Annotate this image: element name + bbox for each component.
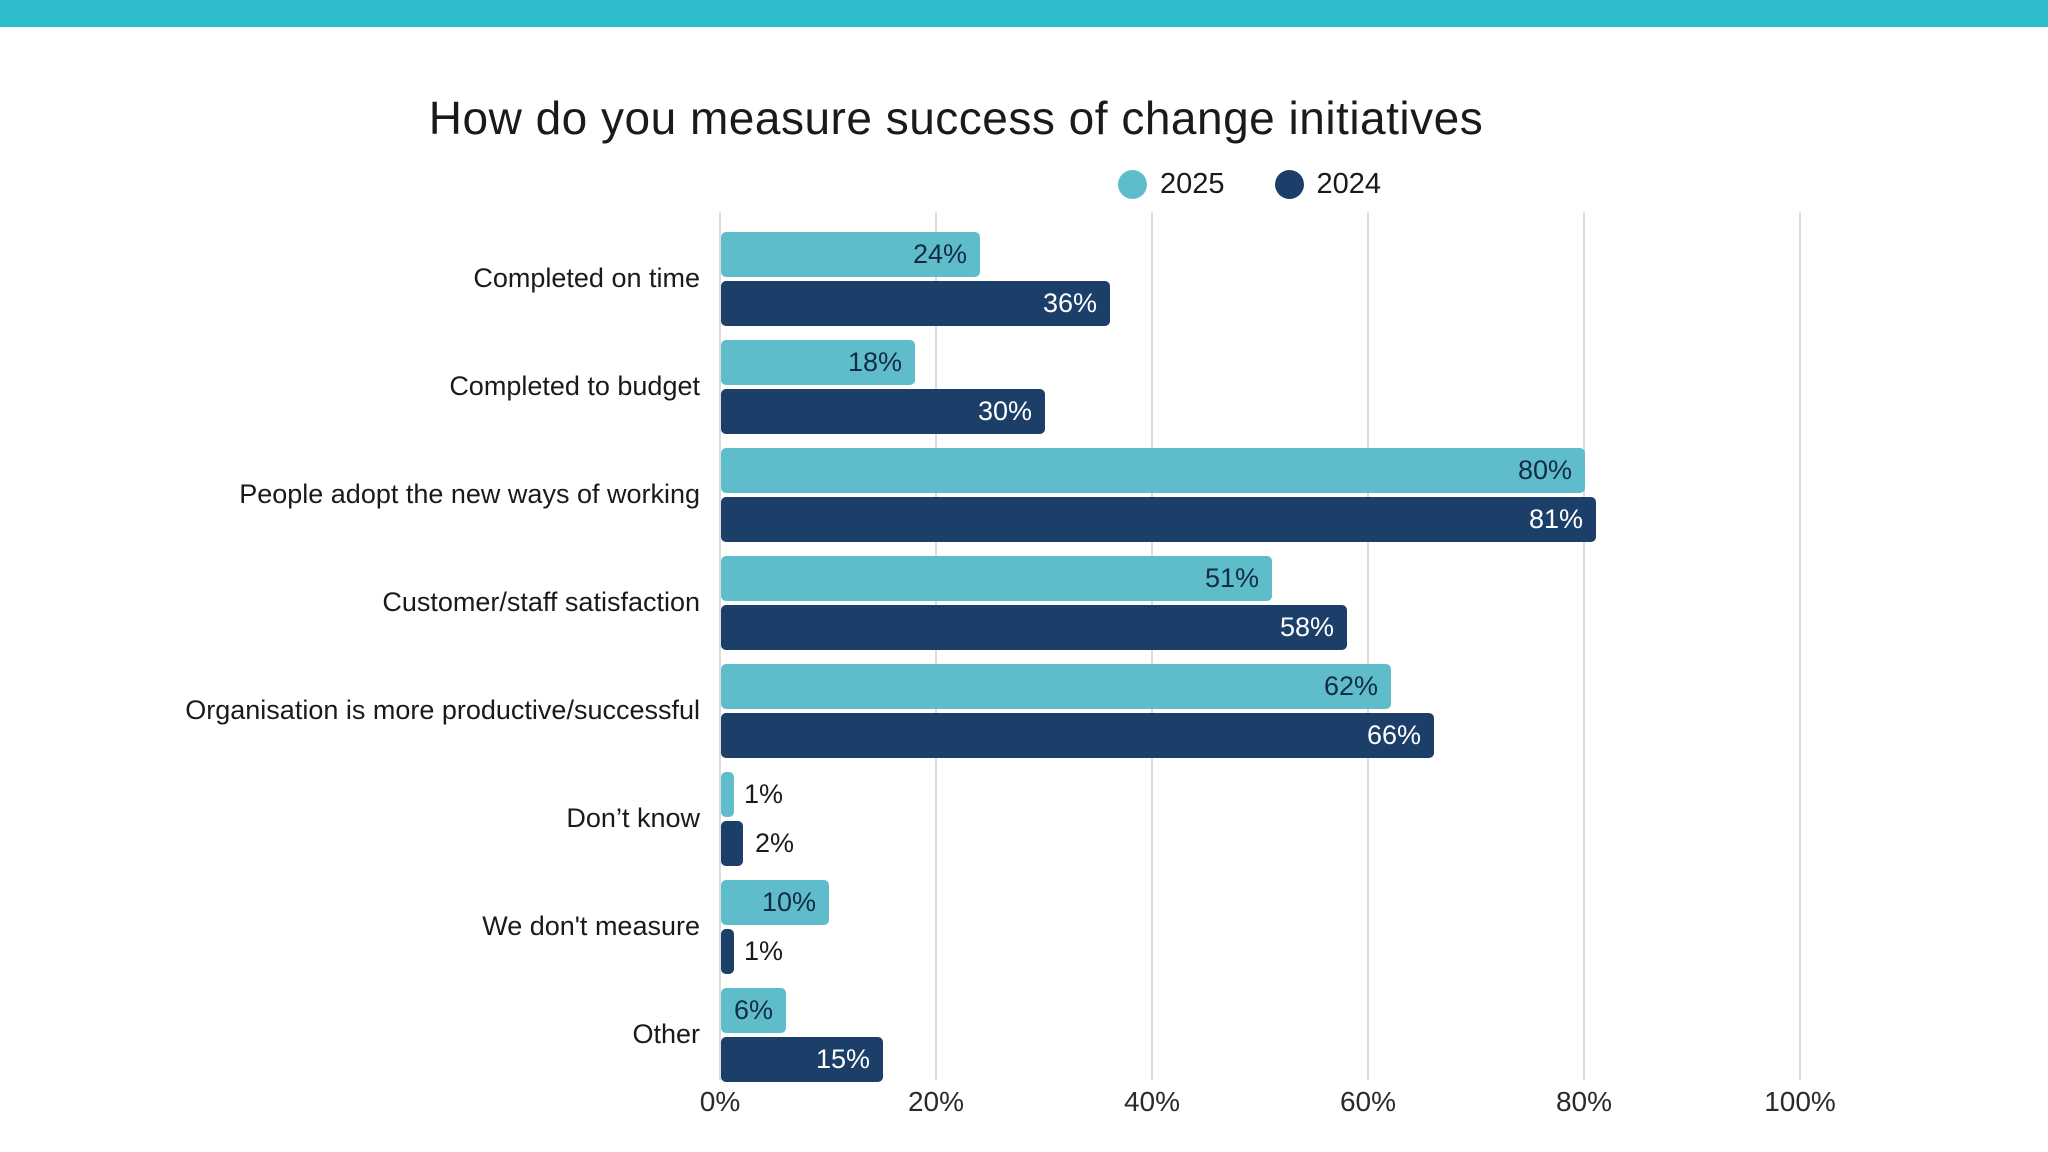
legend-swatch-2025-icon — [1118, 170, 1147, 199]
value-label: 24% — [912, 239, 967, 269]
value-label: 15% — [815, 1044, 870, 1074]
bar-2025-completed-to-budget: 18% — [721, 340, 915, 385]
bar-2025-organisation-is-more-productive-successful: 62% — [721, 664, 1391, 709]
gridline-60 — [1367, 212, 1369, 1080]
category-label-completed-to-budget: Completed to budget — [449, 371, 700, 402]
value-label: 51% — [1204, 563, 1259, 593]
category-label-other: Other — [632, 1019, 700, 1050]
category-label-people-adopt-the-new-ways-of-working: People adopt the new ways of working — [239, 479, 700, 510]
value-label: 80% — [1517, 455, 1572, 485]
value-label: 62% — [1323, 671, 1378, 701]
value-label: 10% — [761, 887, 816, 917]
gridline-80 — [1583, 212, 1585, 1080]
chart-title: How do you measure success of change ini… — [428, 91, 1484, 144]
bar-2024-don-t-know — [721, 821, 743, 866]
bar-2025-customer-staff-satisfaction: 51% — [721, 556, 1272, 601]
bar-2024-organisation-is-more-productive-successful: 66% — [721, 713, 1434, 758]
bar-2024-people-adopt-the-new-ways-of-working: 81% — [721, 497, 1596, 542]
value-label: 81% — [1528, 504, 1583, 534]
value-label: 1% — [744, 936, 784, 966]
bar-2025-completed-on-time: 24% — [721, 232, 980, 277]
legend-label-2025: 2025 — [1160, 168, 1225, 200]
bar-2024-customer-staff-satisfaction: 58% — [721, 605, 1347, 650]
x-tick-0: 0% — [699, 1086, 741, 1117]
category-label-completed-on-time: Completed on time — [473, 263, 700, 294]
value-label: 30% — [977, 396, 1032, 426]
category-label-organisation-is-more-productive-successful: Organisation is more productive/successf… — [185, 695, 700, 726]
value-label: 18% — [847, 347, 902, 377]
x-tick-60: 60% — [1339, 1086, 1397, 1117]
bar-2025-people-adopt-the-new-ways-of-working: 80% — [721, 448, 1585, 493]
bar-2025-we-don-t-measure: 10% — [721, 880, 829, 925]
x-tick-80: 80% — [1555, 1086, 1613, 1117]
bar-2025-other: 6% — [721, 988, 786, 1033]
legend-item-2025: 2025 — [1118, 168, 1225, 201]
value-label: 6% — [733, 995, 773, 1025]
value-label: 2% — [755, 828, 795, 858]
bar-2024-completed-on-time: 36% — [721, 281, 1110, 326]
value-label: 58% — [1279, 612, 1334, 642]
value-label: 1% — [744, 779, 784, 809]
x-tick-20: 20% — [907, 1086, 965, 1117]
gridline-100 — [1799, 212, 1801, 1080]
bar-2024-other: 15% — [721, 1037, 883, 1082]
legend-label-2024: 2024 — [1316, 168, 1382, 200]
value-label: 66% — [1366, 720, 1421, 750]
legend-swatch-2024-icon — [1274, 170, 1304, 199]
legend-item-2024: 2024 — [1274, 168, 1382, 201]
legend: 2025 2024 — [1118, 168, 1381, 201]
gridline-0 — [719, 212, 721, 1080]
category-label-customer-staff-satisfaction: Customer/staff satisfaction — [382, 587, 700, 618]
bar-2024-completed-to-budget: 30% — [721, 389, 1045, 434]
category-label-don-t-know: Don’t know — [566, 803, 700, 834]
top-accent-bar — [0, 0, 2048, 27]
x-tick-100: 100% — [1764, 1086, 1836, 1117]
bar-2025-don-t-know — [721, 772, 734, 817]
x-tick-40: 40% — [1123, 1086, 1181, 1117]
category-label-we-don-t-measure: We don't measure — [482, 911, 700, 942]
value-label: 36% — [1042, 288, 1097, 318]
bar-2024-we-don-t-measure — [721, 929, 734, 974]
